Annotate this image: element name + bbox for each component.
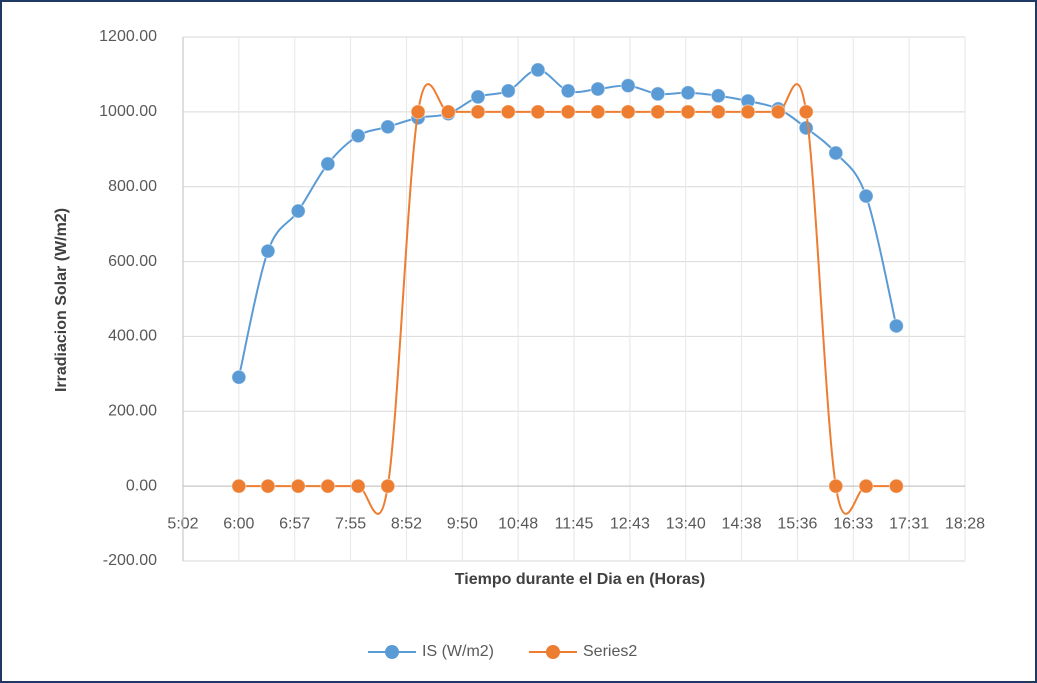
legend-label: IS (W/m2) xyxy=(422,643,494,660)
y-tick-label: 1000.00 xyxy=(99,103,157,120)
x-tick-label: 8:52 xyxy=(391,515,422,532)
data-point xyxy=(798,104,814,120)
data-point xyxy=(710,88,726,104)
data-point xyxy=(888,318,904,334)
x-tick-label: 9:50 xyxy=(447,515,478,532)
data-point xyxy=(798,120,814,136)
x-tick-label: 13:40 xyxy=(666,515,706,532)
x-tick-label: 18:28 xyxy=(945,515,985,532)
data-point xyxy=(290,478,306,494)
y-tick-label: 600.00 xyxy=(108,253,157,270)
data-point xyxy=(320,156,336,172)
data-point xyxy=(410,104,426,120)
data-point xyxy=(440,104,456,120)
data-point xyxy=(290,203,306,219)
data-point xyxy=(320,478,336,494)
data-point xyxy=(740,104,756,120)
data-point xyxy=(380,478,396,494)
data-point xyxy=(350,128,366,144)
data-point xyxy=(590,104,606,120)
legend-marker xyxy=(385,645,399,659)
x-tick-label: 16:33 xyxy=(833,515,873,532)
x-tick-label: 14:38 xyxy=(722,515,762,532)
data-point xyxy=(680,104,696,120)
x-tick-label: 10:48 xyxy=(498,515,538,532)
data-point xyxy=(560,104,576,120)
y-tick-label: 0.00 xyxy=(126,477,157,494)
data-point xyxy=(231,369,247,385)
data-point xyxy=(620,104,636,120)
data-point xyxy=(530,104,546,120)
data-point xyxy=(260,478,276,494)
data-point xyxy=(770,104,786,120)
legend-marker xyxy=(546,645,560,659)
data-point xyxy=(350,478,366,494)
y-tick-label: -200.00 xyxy=(103,552,157,569)
x-tick-label: 12:43 xyxy=(610,515,650,532)
y-tick-label: 200.00 xyxy=(108,403,157,420)
data-point xyxy=(231,478,247,494)
data-point xyxy=(828,478,844,494)
data-point xyxy=(500,104,516,120)
data-point xyxy=(888,478,904,494)
data-point xyxy=(470,89,486,105)
data-point xyxy=(380,119,396,135)
data-point xyxy=(858,188,874,204)
x-axis-title: Tiempo durante el Dia en (Horas) xyxy=(455,571,705,588)
data-point xyxy=(828,145,844,161)
x-tick-label: 11:45 xyxy=(555,515,594,532)
data-point xyxy=(620,78,636,94)
y-tick-label: 400.00 xyxy=(108,328,157,345)
data-point xyxy=(530,62,546,78)
data-point xyxy=(710,104,726,120)
data-point xyxy=(470,104,486,120)
x-tick-label: 6:57 xyxy=(279,515,310,532)
x-tick-label: 7:55 xyxy=(335,515,366,532)
data-point xyxy=(260,243,276,259)
x-tick-label: 17:31 xyxy=(889,515,929,532)
y-axis-title: Irradiacion Solar (W/m2) xyxy=(53,208,70,392)
legend-label: Series2 xyxy=(583,643,637,660)
data-point xyxy=(560,83,576,99)
x-tick-label: 15:36 xyxy=(777,515,817,532)
data-point xyxy=(650,104,666,120)
data-point xyxy=(680,85,696,101)
data-point xyxy=(500,83,516,99)
y-tick-label: 800.00 xyxy=(108,178,157,195)
x-tick-label: 6:00 xyxy=(223,515,254,532)
data-point xyxy=(650,86,666,102)
y-tick-label: 1200.00 xyxy=(99,28,157,45)
data-point xyxy=(858,478,874,494)
data-point xyxy=(590,81,606,97)
